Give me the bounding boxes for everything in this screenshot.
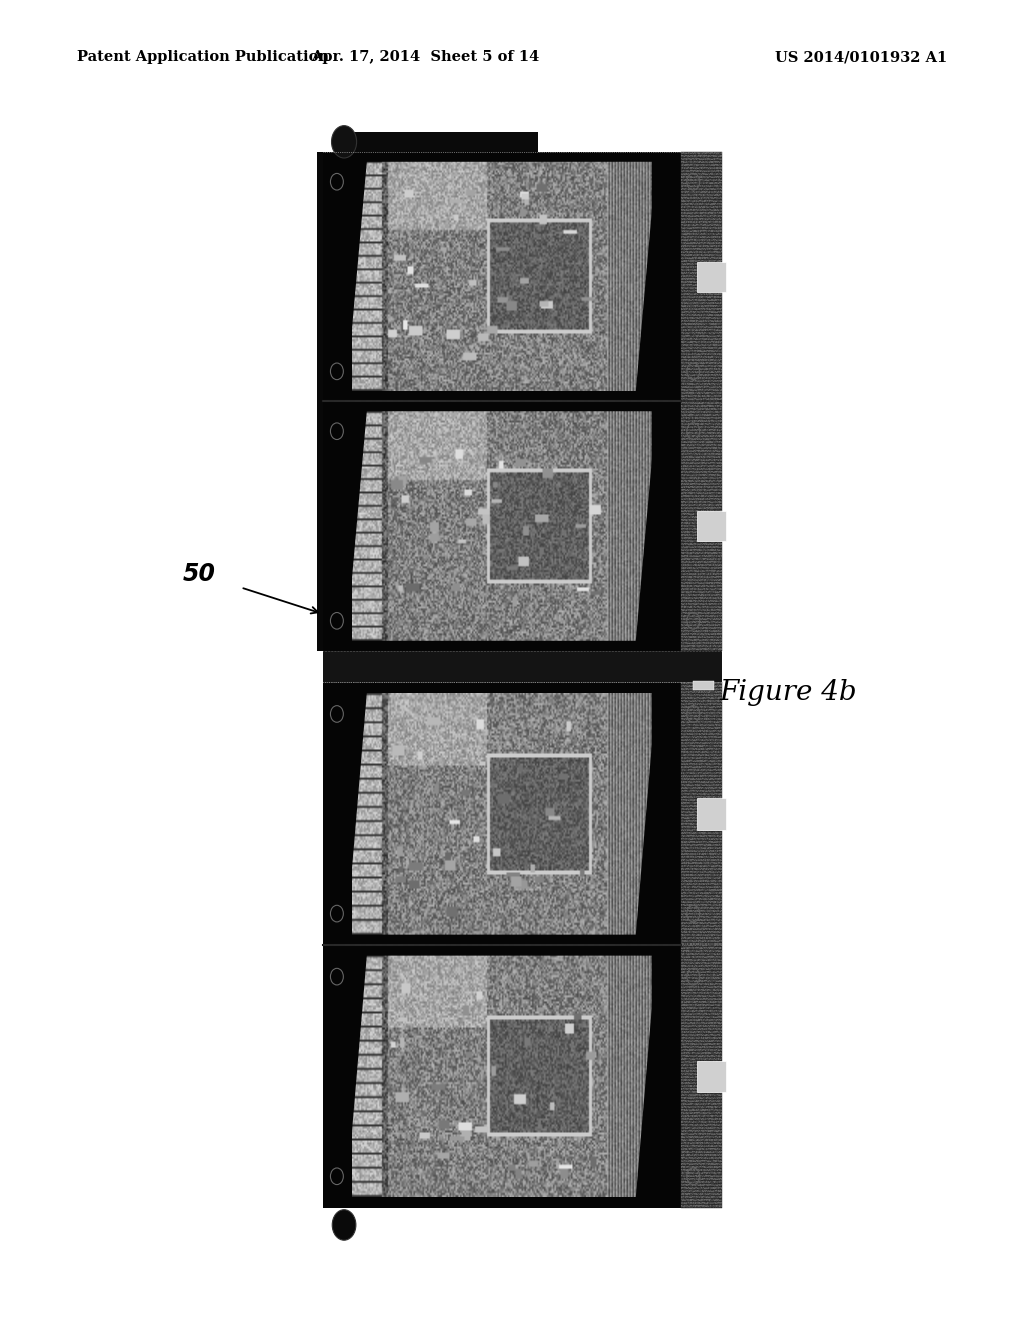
Bar: [323, 945, 681, 1208]
Bar: [697, 261, 726, 292]
Text: Patent Application Publication: Patent Application Publication: [77, 50, 329, 65]
Bar: [323, 152, 681, 651]
Bar: [323, 682, 681, 1208]
Bar: [697, 1061, 726, 1092]
Bar: [323, 682, 681, 945]
Bar: [317, 152, 325, 651]
Bar: [693, 681, 714, 690]
Text: US 2014/0101932 A1: US 2014/0101932 A1: [775, 50, 947, 65]
Text: Apr. 17, 2014  Sheet 5 of 14: Apr. 17, 2014 Sheet 5 of 14: [311, 50, 539, 65]
Bar: [697, 511, 726, 541]
Bar: [681, 152, 722, 651]
Bar: [323, 401, 681, 651]
Bar: [323, 651, 722, 682]
Bar: [323, 152, 681, 401]
Text: Figure 4b: Figure 4b: [720, 680, 857, 706]
Bar: [681, 682, 722, 1208]
Text: 50: 50: [183, 562, 216, 586]
Circle shape: [332, 1209, 356, 1241]
Bar: [697, 799, 726, 829]
Circle shape: [332, 125, 356, 158]
Bar: [340, 132, 538, 152]
